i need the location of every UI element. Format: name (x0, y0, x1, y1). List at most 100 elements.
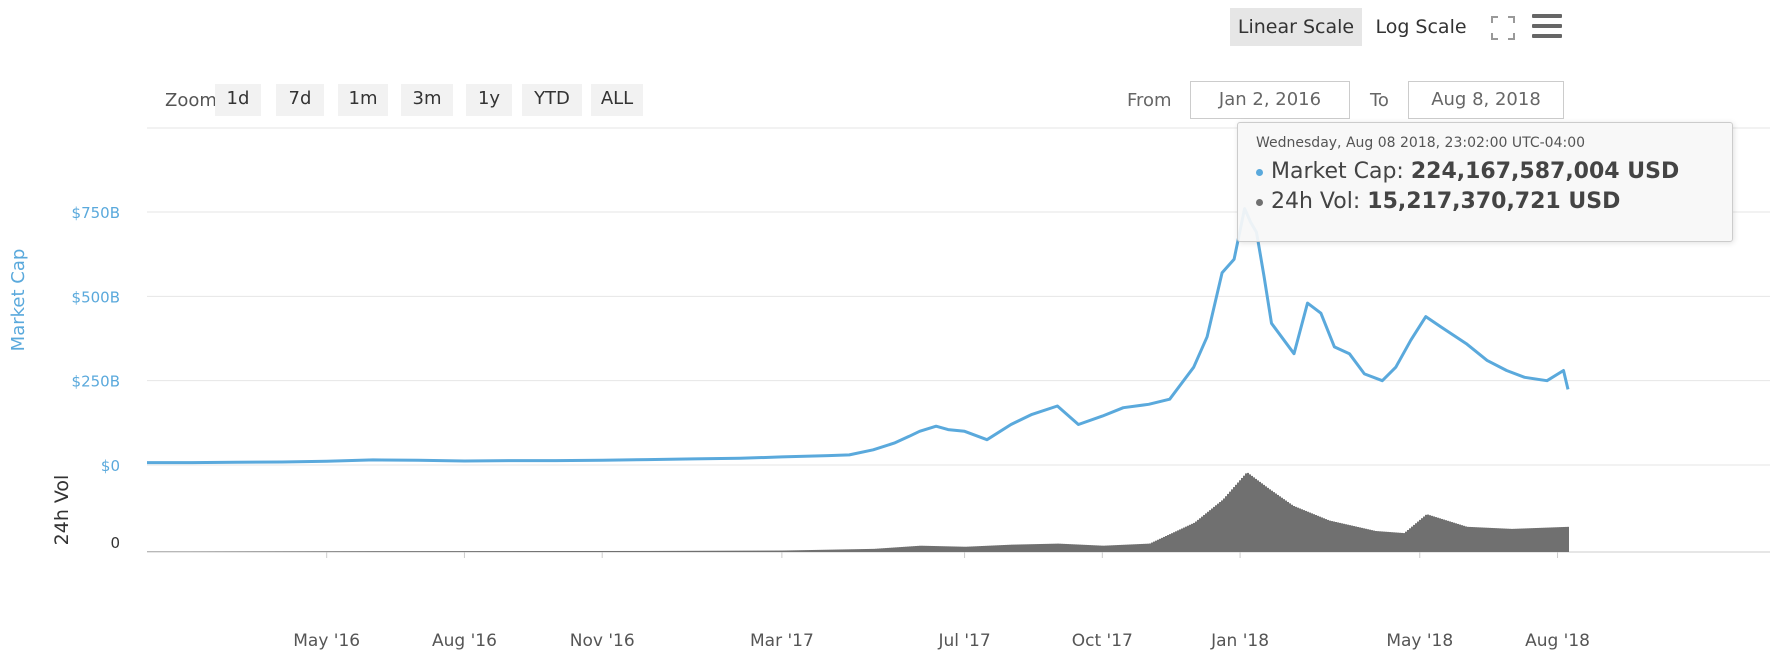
zoom-1d-button[interactable]: 1d (215, 84, 261, 116)
volume-bar (1343, 523, 1345, 552)
zoom-all-button[interactable]: ALL (591, 84, 643, 116)
volume-bar (555, 551, 557, 552)
volume-bar (199, 551, 201, 552)
volume-bar (603, 550, 605, 552)
volume-bar (241, 551, 243, 552)
volume-bar (473, 551, 475, 552)
volume-bar (655, 550, 657, 552)
volume-bar (417, 551, 419, 552)
volume-bar (305, 551, 307, 552)
zoom-1y-button[interactable]: 1y (466, 84, 512, 116)
volume-bar (243, 551, 245, 552)
volume-bar (1087, 544, 1089, 552)
volume-bar (187, 551, 189, 552)
volume-bar (1461, 525, 1463, 552)
volume-bar (1251, 475, 1253, 552)
volume-bar (427, 551, 429, 552)
volume-bar (511, 551, 513, 552)
log-scale-button[interactable]: Log Scale (1375, 16, 1467, 38)
volume-bar (1077, 544, 1079, 552)
volume-bar (213, 551, 215, 552)
volume-bar (281, 551, 283, 552)
volume-bar (325, 551, 327, 552)
volume-bar (349, 551, 351, 552)
volume-bar (1559, 527, 1561, 552)
volume-bar (439, 551, 441, 552)
volume-bar (1445, 520, 1447, 552)
volume-bar (1387, 531, 1389, 552)
volume-bar (1469, 526, 1471, 552)
volume-bar (905, 546, 907, 552)
volume-bar (1185, 526, 1187, 552)
volume-bar (1097, 545, 1099, 552)
volume-bar (445, 551, 447, 552)
volume-bar (1207, 511, 1209, 552)
volume-bar (1433, 516, 1435, 552)
menu-icon[interactable] (1532, 14, 1562, 44)
volume-bar (1227, 493, 1229, 552)
volume-bar (1063, 543, 1065, 552)
zoom-3m-button[interactable]: 3m (401, 84, 453, 116)
volume-bar (1399, 532, 1401, 552)
volume-bar (1239, 480, 1241, 552)
volume-bar (1411, 526, 1413, 552)
volume-bar (727, 550, 729, 552)
tooltip-volume: 24h Vol: 15,217,370,721 USD (1256, 187, 1714, 217)
volume-bar (471, 551, 473, 552)
volume-bar (793, 550, 795, 552)
volume-bar (1383, 531, 1385, 552)
zoom-ytd-button[interactable]: YTD (522, 84, 582, 116)
volume-bar (521, 551, 523, 552)
volume-bar (1513, 528, 1515, 552)
volume-bar (1279, 496, 1281, 552)
volume-bar (995, 545, 997, 552)
volume-bar (1355, 526, 1357, 552)
volume-bar (1345, 524, 1347, 552)
volume-bar (1081, 544, 1083, 552)
to-date-input[interactable]: Aug 8, 2018 (1408, 81, 1564, 119)
volume-bar (1505, 528, 1507, 552)
volume-bar (233, 551, 235, 552)
volume-bar (1545, 527, 1547, 552)
volume-bar (1039, 544, 1041, 552)
volume-bar (1241, 477, 1243, 552)
volume-bar (217, 551, 219, 552)
volume-bar (315, 551, 317, 552)
volume-bar (403, 551, 405, 552)
tooltip-market-cap: Market Cap: 224,167,587,004 USD (1256, 157, 1714, 187)
volume-bar (705, 550, 707, 552)
volume-bar (451, 551, 453, 552)
from-date-input[interactable]: Jan 2, 2016 (1190, 81, 1350, 119)
volume-bar (389, 551, 391, 552)
volume-bar (849, 549, 851, 552)
volume-bar (189, 551, 191, 552)
volume-bar (1503, 528, 1505, 552)
volume-bar (673, 550, 675, 552)
volume-bar (981, 546, 983, 552)
volume-bar (1143, 543, 1145, 552)
volume-bar (659, 550, 661, 552)
tooltip-volume-value: 15,217,370,721 USD (1367, 189, 1621, 214)
volume-bar (249, 551, 251, 552)
volume-bar (785, 550, 787, 552)
volume-bar (377, 551, 379, 552)
volume-bar (1339, 522, 1341, 552)
zoom-7d-button[interactable]: 7d (276, 84, 324, 116)
volume-bar (999, 545, 1001, 552)
zoom-1m-button[interactable]: 1m (338, 84, 388, 116)
volume-bar (661, 550, 663, 552)
volume-bar (1195, 521, 1197, 552)
volume-bar (1165, 535, 1167, 552)
volume-bar (881, 548, 883, 552)
volume-bar (1529, 528, 1531, 552)
volume-bar (663, 550, 665, 552)
volume-bar (675, 550, 677, 552)
volume-bar (1565, 526, 1567, 552)
fullscreen-icon[interactable] (1489, 14, 1517, 42)
volume-bar (803, 550, 805, 552)
volume-bar (809, 550, 811, 552)
volume-bar (567, 551, 569, 552)
volume-bar (1189, 524, 1191, 552)
linear-scale-button[interactable]: Linear Scale (1230, 8, 1362, 46)
volume-bar (1005, 544, 1007, 552)
